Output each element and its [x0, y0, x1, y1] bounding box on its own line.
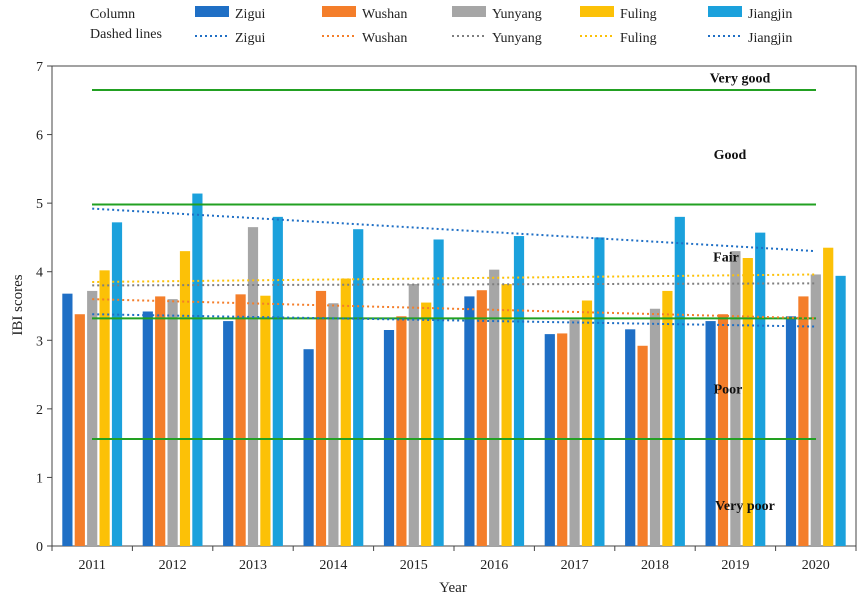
bar-wushan-2013 [235, 294, 246, 546]
legend-dashed-label: Dashed lines [90, 27, 162, 42]
trendline-wushan [92, 298, 816, 320]
x-tick-label: 2018 [641, 558, 669, 573]
y-tick-label: 7 [36, 60, 43, 75]
x-tick-label: 2015 [400, 558, 428, 573]
bar-yunyang-2018 [649, 308, 661, 546]
legend-label-zigui: Zigui [235, 7, 265, 22]
x-tick-label: 2019 [721, 558, 749, 573]
band-label-poor: Poor [714, 382, 743, 397]
x-tick-label: 2013 [239, 558, 267, 573]
bar-yunyang-2014 [328, 303, 339, 546]
bar-jiangjin-2018 [674, 216, 685, 546]
y-tick-label: 2 [36, 403, 43, 418]
bar-yunyang-2013 [247, 227, 259, 546]
legend-column-label: Column [90, 7, 135, 22]
x-tick-label: 2012 [159, 558, 187, 573]
bar-jiangjin-2011 [111, 222, 123, 547]
bar-jiangjin-2014 [353, 229, 364, 546]
bar-zigui-2016 [464, 296, 475, 546]
bar-wushan-2019 [717, 314, 729, 546]
bar-zigui-2017 [544, 334, 555, 546]
x-axis-title: Year [439, 580, 467, 596]
bar-yunyang-2020 [810, 274, 821, 546]
legend-label-fuling: Fuling [620, 7, 657, 22]
bar-jiangjin-2015 [433, 239, 444, 546]
legend-swatch-zigui [195, 6, 229, 17]
bar-fuling-2014 [340, 278, 351, 546]
bar-zigui-2013 [223, 321, 234, 546]
legend-label-jiangjin: Jiangjin [748, 7, 792, 22]
bar-zigui-2018 [625, 329, 636, 546]
legend-trend-label-wushan: Wushan [362, 31, 407, 46]
bar-jiangjin-2013 [272, 216, 283, 546]
bar-jiangjin-2019 [755, 232, 766, 546]
x-tick-label: 2020 [802, 558, 830, 573]
trendline-fuling [92, 273, 816, 283]
bar-wushan-2020 [798, 296, 809, 546]
legend-trend-label-zigui: Zigui [235, 31, 265, 46]
bar-fuling-2019 [742, 258, 753, 546]
legend-swatch-wushan [322, 6, 356, 17]
legend-label-wushan: Wushan [362, 7, 407, 22]
band-label-fair: Fair [713, 251, 739, 266]
bar-zigui-2014 [303, 349, 314, 546]
legend-swatch-fuling [580, 6, 614, 17]
bar-wushan-2014 [315, 290, 327, 546]
bar-yunyang-2015 [408, 284, 419, 546]
legend-swatch-yunyang [452, 6, 486, 17]
bar-fuling-2017 [581, 300, 593, 546]
bar-zigui-2012 [142, 311, 153, 546]
bar-jiangjin-2020 [835, 275, 846, 546]
y-tick-label: 5 [36, 197, 43, 212]
y-axis-title: IBI scores [10, 274, 26, 335]
trendline-jiangjin [92, 207, 816, 253]
trendline-yunyang [92, 282, 816, 287]
y-tick-label: 4 [36, 266, 43, 281]
bar-wushan-2018 [637, 345, 648, 546]
y-tick-label: 1 [36, 471, 43, 486]
plot-area: 0 1 2 3 4 5 6 7 2011 2012 2013 2014 2015 2016 2017 2018… [36, 60, 857, 573]
x-tick-label: 2011 [78, 558, 105, 573]
y-tick-label: 3 [36, 334, 43, 349]
bar-zigui-2020 [785, 316, 797, 546]
trendline-zigui [92, 313, 816, 328]
bar-zigui-2015 [383, 330, 395, 546]
legend: Column Dashed lines Zigui Wushan Yunyang Fu… [90, 6, 792, 46]
bar-yunyang-2016 [489, 269, 500, 546]
band-label-very-good: Very good [710, 72, 771, 87]
legend-trend-label-yunyang: Yunyang [492, 31, 542, 46]
y-tick-label: 6 [36, 129, 43, 144]
bar-wushan-2016 [476, 290, 487, 546]
y-tick-label: 0 [36, 540, 43, 555]
bar-fuling-2011 [99, 270, 110, 546]
bar-wushan-2015 [396, 316, 407, 546]
band-label-good: Good [714, 148, 747, 163]
bar-zigui-2019 [705, 321, 716, 546]
x-tick-label: 2017 [561, 558, 589, 573]
legend-trend-label-fuling: Fuling [620, 31, 657, 46]
bar-fuling-2012 [179, 251, 191, 546]
bar-wushan-2012 [155, 296, 166, 546]
band-label-very-poor: Very poor [715, 499, 775, 514]
bar-yunyang-2019 [730, 251, 741, 546]
legend-swatch-jiangjin [708, 6, 742, 17]
bar-fuling-2018 [662, 290, 673, 546]
bar-fuling-2013 [260, 295, 271, 546]
bar-jiangjin-2017 [594, 237, 605, 546]
bar-fuling-2015 [421, 302, 432, 546]
bar-wushan-2011 [74, 314, 85, 546]
bar-yunyang-2017 [569, 319, 580, 546]
bar-jiangjin-2012 [192, 193, 203, 547]
bar-zigui-2011 [62, 293, 73, 546]
bar-yunyang-2012 [167, 299, 178, 546]
bar-fuling-2016 [501, 284, 512, 546]
bar-fuling-2020 [823, 247, 834, 546]
bar-yunyang-2011 [87, 290, 98, 546]
x-tick-label: 2014 [319, 558, 347, 573]
x-tick-label: 2016 [480, 558, 508, 573]
legend-label-yunyang: Yunyang [492, 7, 542, 22]
legend-trend-label-jiangjin: Jiangjin [748, 31, 792, 46]
bar-jiangjin-2016 [513, 236, 525, 547]
